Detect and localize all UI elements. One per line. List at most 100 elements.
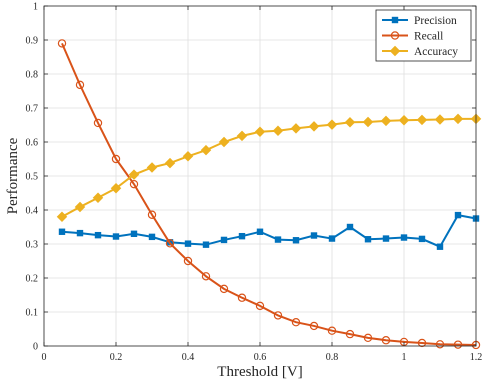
series-recall-point <box>201 272 211 281</box>
series-precision-point <box>130 230 138 237</box>
series-accuracy-point <box>272 125 284 137</box>
series-precision-point <box>184 240 192 247</box>
x-tick-label: 0.2 <box>110 352 123 363</box>
series-precision-point <box>220 236 228 244</box>
series-recall-point <box>93 118 103 128</box>
series-recall-point <box>255 301 265 311</box>
series-recall-point <box>435 340 445 349</box>
y-tick-label: 0.2 <box>26 274 39 285</box>
legend: Precision Recall Accuracy <box>375 9 472 62</box>
series-recall-point <box>57 39 67 48</box>
series-accuracy-point <box>434 114 446 125</box>
y-tick-label: 0.5 <box>26 172 39 183</box>
series-recall-point <box>75 80 85 90</box>
series-accuracy-point <box>128 169 140 180</box>
y-tick-label: 0.7 <box>26 104 39 115</box>
series-precision <box>58 211 480 250</box>
series-precision-point <box>292 237 300 244</box>
x-tick-label: 0 <box>42 352 47 363</box>
series-recall-point <box>183 256 193 266</box>
series-accuracy-point <box>308 121 320 132</box>
series-recall <box>57 39 481 350</box>
x-tick-label: 0.8 <box>326 352 339 363</box>
series-recall-point <box>129 179 139 189</box>
series-accuracy-point <box>182 151 194 162</box>
series-precision-point <box>328 235 336 242</box>
series-precision-point <box>418 235 426 243</box>
series-precision-point <box>274 236 282 243</box>
series-accuracy-point <box>452 113 464 125</box>
x-axis-label: Threshold [V] <box>217 364 302 380</box>
series-recall-point <box>165 239 175 248</box>
x-tick-label: 1 <box>402 352 407 363</box>
series-recall-point <box>291 318 301 327</box>
series-accuracy-point <box>344 117 356 128</box>
legend-label-recall: Recall <box>414 31 443 43</box>
series-accuracy-point <box>110 182 122 194</box>
series-precision-point <box>400 234 408 241</box>
series-accuracy-point <box>218 136 230 148</box>
series-precision-point <box>202 241 210 248</box>
series-accuracy-point <box>74 201 86 213</box>
series-precision-point <box>148 233 156 241</box>
series-recall-point <box>417 338 427 348</box>
y-tick-label: 1 <box>33 2 38 13</box>
y-tick-label: 0.3 <box>26 240 39 251</box>
series-accuracy-point <box>362 116 374 128</box>
series-precision-point <box>382 235 390 242</box>
series-recall-point <box>327 326 337 335</box>
y-tick-label: 0.6 <box>26 138 39 149</box>
series-accuracy-point <box>398 114 410 126</box>
legend-marker-recall <box>390 31 400 40</box>
series-precision-point <box>76 229 84 237</box>
x-tick-label: 0.4 <box>182 352 195 363</box>
series-recall-point <box>453 340 463 349</box>
series-precision-point <box>310 232 318 239</box>
y-tick-label: 0.8 <box>26 70 39 81</box>
series-accuracy-point <box>200 144 212 156</box>
series-recall-point <box>219 284 229 294</box>
series-precision-point <box>256 228 264 235</box>
series-precision-point <box>58 228 66 235</box>
series-accuracy-point <box>290 123 302 134</box>
series-precision-point <box>436 243 444 250</box>
legend-label-precision: Precision <box>414 15 457 27</box>
series-recall-point <box>111 154 121 164</box>
axis-ticks: 0 0.2 0.4 0.6 0.8 1 1.2 0 0.1 0.2 0.3 0.4 0.5 0.6 0.7 0… <box>26 2 482 364</box>
legend-label-accuracy: Accuracy <box>414 46 458 58</box>
series-accuracy-point <box>236 130 248 142</box>
legend-marker-accuracy <box>389 45 401 57</box>
series-accuracy-point <box>146 162 158 173</box>
series-accuracy-point <box>254 126 266 138</box>
series-accuracy-point <box>380 115 392 127</box>
y-tick-label: 0.4 <box>26 206 39 217</box>
series-recall-point <box>381 336 391 345</box>
series-precision-point <box>112 233 120 240</box>
y-tick-label: 0 <box>33 342 38 353</box>
series-recall-point <box>237 293 247 302</box>
series-precision-point <box>364 236 372 243</box>
series-layer <box>56 39 482 350</box>
series-recall-point <box>345 329 355 339</box>
series-accuracy-point <box>56 211 68 223</box>
y-tick-label: 0.1 <box>26 308 39 319</box>
x-tick-label: 1.2 <box>470 352 482 363</box>
legend-marker-precision <box>391 16 399 24</box>
series-recall-point <box>309 321 319 331</box>
series-accuracy-point <box>416 114 428 126</box>
series-precision-point <box>454 211 462 219</box>
series-recall-point <box>273 311 283 320</box>
series-accuracy-point <box>92 192 104 204</box>
series-precision-point <box>346 223 354 231</box>
series-precision-point <box>94 231 102 239</box>
series-accuracy-point <box>164 157 176 169</box>
series-accuracy <box>56 113 482 223</box>
series-accuracy-point <box>326 119 338 130</box>
y-axis-label: Performance <box>5 137 21 214</box>
y-tick-label: 0.9 <box>26 36 39 47</box>
x-tick-label: 0.6 <box>254 352 267 363</box>
series-recall-point <box>363 333 373 343</box>
series-precision-point <box>238 232 246 240</box>
series-recall-point <box>147 210 157 219</box>
